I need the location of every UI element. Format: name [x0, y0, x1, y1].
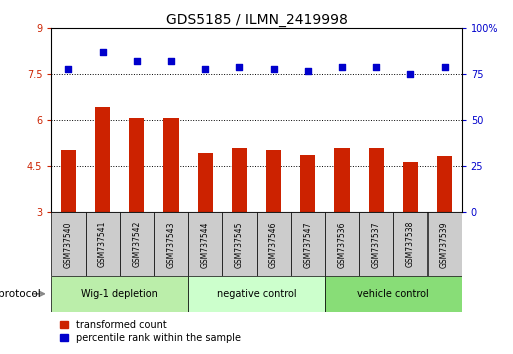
Bar: [86, 212, 120, 276]
Bar: [188, 212, 222, 276]
Bar: [427, 212, 462, 276]
Bar: [256, 212, 291, 276]
Text: GSM737543: GSM737543: [167, 221, 175, 268]
Text: GSM737538: GSM737538: [406, 221, 415, 268]
Point: [133, 59, 141, 64]
Bar: [403, 162, 418, 212]
Bar: [154, 212, 188, 276]
Text: GSM737537: GSM737537: [372, 221, 381, 268]
Bar: [129, 118, 145, 212]
Text: GSM737539: GSM737539: [440, 221, 449, 268]
Text: GSM737546: GSM737546: [269, 221, 278, 268]
Bar: [95, 107, 110, 212]
Bar: [188, 276, 325, 312]
Bar: [393, 212, 427, 276]
Bar: [325, 212, 359, 276]
Text: Wig-1 depletion: Wig-1 depletion: [81, 289, 158, 299]
Bar: [61, 149, 76, 212]
Bar: [163, 118, 179, 212]
Text: GSM737536: GSM737536: [338, 221, 346, 268]
Point: [372, 64, 380, 70]
Bar: [437, 156, 452, 212]
Point: [201, 66, 209, 72]
Text: GSM737540: GSM737540: [64, 221, 73, 268]
Bar: [198, 153, 213, 212]
Bar: [222, 212, 256, 276]
Bar: [300, 155, 315, 212]
Bar: [51, 276, 188, 312]
Point: [338, 64, 346, 70]
Text: protocol: protocol: [0, 289, 41, 299]
Text: GSM737545: GSM737545: [235, 221, 244, 268]
Point: [167, 59, 175, 64]
Point: [64, 66, 72, 72]
Text: GSM737542: GSM737542: [132, 221, 141, 268]
Bar: [266, 150, 281, 212]
Text: GSM737547: GSM737547: [303, 221, 312, 268]
Bar: [291, 212, 325, 276]
Bar: [51, 212, 86, 276]
Bar: [359, 212, 393, 276]
Point: [441, 64, 449, 70]
Point: [235, 64, 244, 70]
Bar: [232, 148, 247, 212]
Bar: [368, 148, 384, 212]
Point: [269, 66, 278, 72]
Point: [406, 72, 415, 77]
Legend: transformed count, percentile rank within the sample: transformed count, percentile rank withi…: [56, 316, 245, 347]
Bar: [334, 148, 350, 212]
Bar: [325, 276, 462, 312]
Bar: [120, 212, 154, 276]
Point: [98, 50, 107, 55]
Text: GSM737541: GSM737541: [98, 221, 107, 268]
Point: [304, 68, 312, 74]
Text: negative control: negative control: [216, 289, 297, 299]
Text: vehicle control: vehicle control: [358, 289, 429, 299]
Title: GDS5185 / ILMN_2419998: GDS5185 / ILMN_2419998: [166, 13, 347, 27]
Text: GSM737544: GSM737544: [201, 221, 210, 268]
